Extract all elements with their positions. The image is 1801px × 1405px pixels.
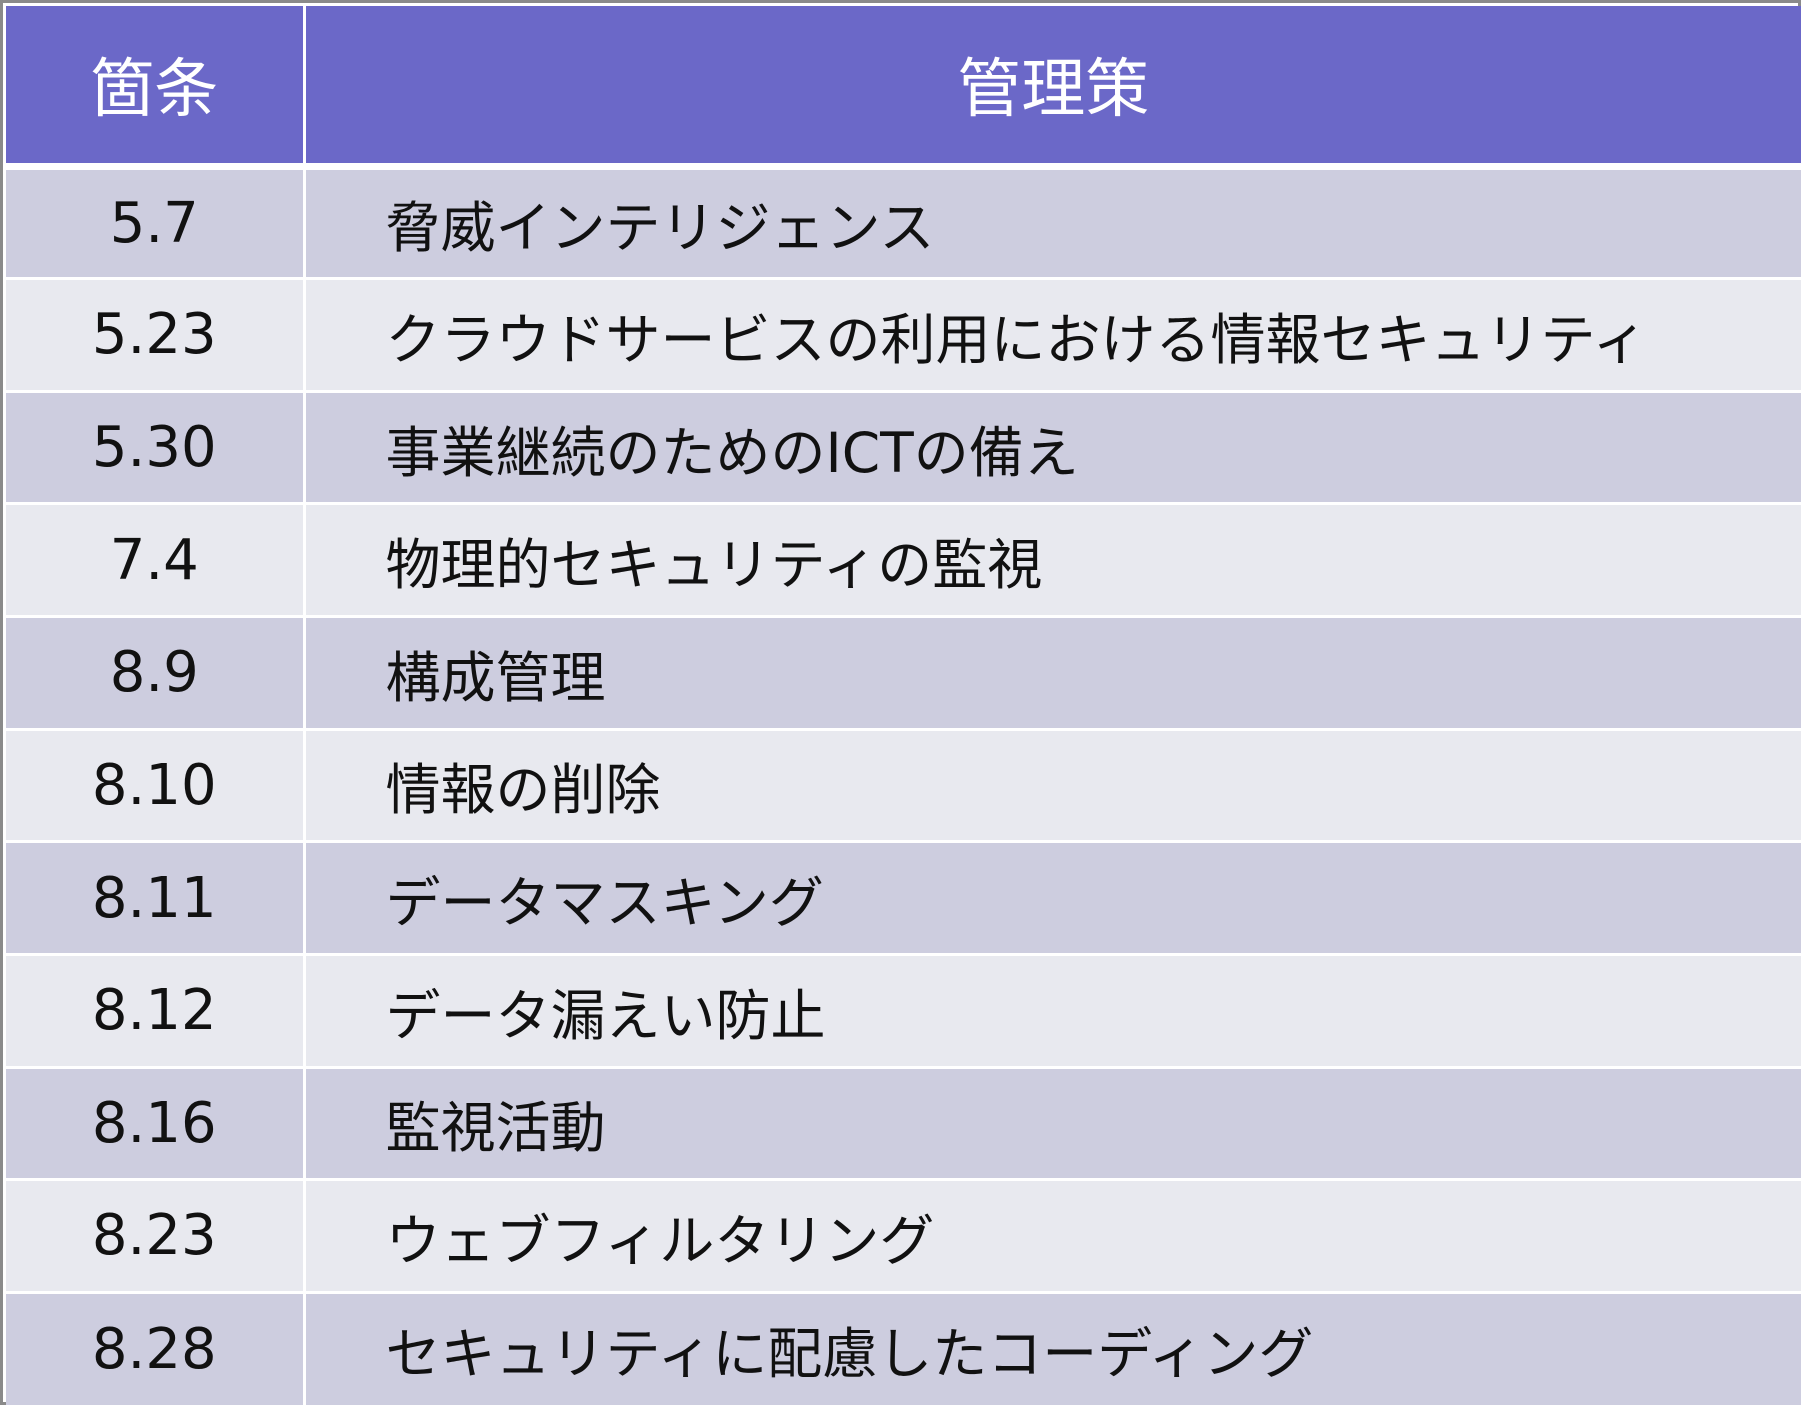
control-cell: データ漏えい防止 [304, 954, 1801, 1069]
control-cell: 事業継続のためのICTの備え [304, 391, 1801, 506]
clause-cell: 8.11 [6, 841, 306, 956]
control-cell: データマスキング [304, 841, 1801, 956]
table-row: 8.28 セキュリティに配慮したコーディング [6, 1292, 1801, 1405]
control-cell: セキュリティに配慮したコーディング [304, 1292, 1801, 1405]
header-row: 箇条 管理策 [6, 6, 1801, 170]
table-row: 8.12 データ漏えい防止 [6, 954, 1801, 1069]
table-row: 8.23 ウェブフィルタリング [6, 1179, 1801, 1294]
clause-cell: 8.12 [6, 954, 306, 1069]
control-cell: ウェブフィルタリング [304, 1179, 1801, 1294]
clause-cell: 5.7 [6, 166, 306, 281]
table-row: 8.16 監視活動 [6, 1067, 1801, 1182]
header-control: 管理策 [304, 6, 1801, 170]
control-cell: 監視活動 [304, 1067, 1801, 1182]
table-header: 箇条 管理策 [6, 6, 1801, 170]
clause-cell: 8.23 [6, 1179, 306, 1294]
table-row: 5.30 事業継続のためのICTの備え [6, 391, 1801, 506]
clause-cell: 5.30 [6, 391, 306, 506]
table-row: 5.23 クラウドサービスの利用における情報セキュリティ [6, 278, 1801, 393]
table-row: 8.9 構成管理 [6, 616, 1801, 731]
table-row: 8.11 データマスキング [6, 841, 1801, 956]
header-clause: 箇条 [6, 6, 306, 170]
clause-cell: 8.28 [6, 1292, 306, 1405]
clause-cell: 5.23 [6, 278, 306, 393]
control-cell: 脅威インテリジェンス [304, 166, 1801, 281]
control-cell: クラウドサービスの利用における情報セキュリティ [304, 278, 1801, 393]
control-cell: 物理的セキュリティの監視 [304, 503, 1801, 618]
table-row: 8.10 情報の削除 [6, 729, 1801, 844]
clause-cell: 8.10 [6, 729, 306, 844]
table-row: 7.4 物理的セキュリティの監視 [6, 503, 1801, 618]
clause-cell: 7.4 [6, 503, 306, 618]
clause-cell: 8.16 [6, 1067, 306, 1182]
control-cell: 構成管理 [304, 616, 1801, 731]
controls-table: 箇条 管理策 5.7 脅威インテリジェンス 5.23 クラウドサービスの利用にお… [6, 6, 1801, 1405]
table-body: 5.7 脅威インテリジェンス 5.23 クラウドサービスの利用における情報セキュ… [6, 166, 1801, 1405]
clause-cell: 8.9 [6, 616, 306, 731]
control-cell: 情報の削除 [304, 729, 1801, 844]
table-row: 5.7 脅威インテリジェンス [6, 166, 1801, 281]
